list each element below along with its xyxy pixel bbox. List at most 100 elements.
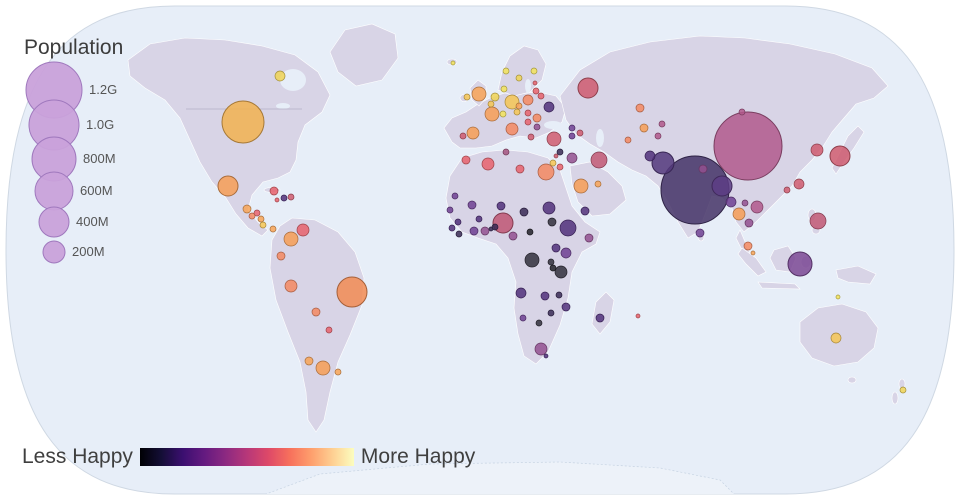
country-bubble[interactable]: Saudi Arabia — [573, 178, 589, 194]
country-bubble[interactable]: Mozambique — [561, 302, 571, 312]
country-bubble[interactable]: Philippines — [809, 212, 827, 230]
country-bubble[interactable]: Russia — [577, 77, 599, 99]
country-bubble[interactable]: Jordan — [556, 163, 564, 171]
country-bubble[interactable]: Serbia — [524, 118, 532, 126]
country-bubble[interactable]: Kyrgyzstan — [658, 120, 666, 128]
country-bubble[interactable]: Peru — [284, 279, 298, 293]
country-bubble[interactable]: China — [713, 111, 783, 181]
country-bubble[interactable]: United States — [221, 100, 265, 144]
country-bubble[interactable]: Nepal — [698, 164, 708, 174]
country-bubble[interactable]: Chad — [519, 207, 529, 217]
country-bubble[interactable]: Ghana — [480, 226, 490, 236]
country-bubble[interactable]: Sri Lanka — [695, 228, 705, 238]
country-bubble[interactable]: Venezuela — [296, 223, 310, 237]
country-bubble[interactable]: Angola — [515, 287, 527, 299]
country-bubble[interactable]: Liberia — [455, 230, 463, 238]
country-bubble[interactable]: Niger — [496, 201, 506, 211]
country-bubble[interactable]: Singapore — [750, 250, 756, 256]
country-bubble[interactable]: Morocco — [461, 155, 471, 165]
country-bubble[interactable]: Mexico — [217, 175, 239, 197]
country-bubble[interactable]: Uruguay — [334, 368, 342, 376]
country-bubble[interactable]: Malaysia — [743, 241, 753, 251]
country-bubble[interactable]: Libya — [515, 164, 525, 174]
country-bubble[interactable]: United Kingdom — [471, 86, 487, 102]
country-bubble[interactable]: Bulgaria — [533, 123, 541, 131]
country-bubble[interactable]: Cameroon — [508, 231, 518, 241]
country-bubble[interactable]: Ecuador — [276, 251, 286, 261]
country-bubble[interactable]: Estonia — [532, 80, 538, 86]
country-bubble[interactable]: Argentina — [315, 360, 331, 376]
country-bubble[interactable]: Algeria — [481, 157, 495, 171]
country-bubble[interactable]: Austria — [513, 108, 521, 116]
country-bubble[interactable]: Laos — [741, 199, 749, 207]
country-bubble[interactable]: France — [484, 106, 500, 122]
country-bubble[interactable]: Hong Kong — [783, 186, 791, 194]
country-bubble[interactable]: Israel — [549, 159, 557, 167]
country-bubble[interactable]: Zambia — [540, 291, 550, 301]
country-bubble[interactable]: Thailand — [732, 207, 746, 221]
country-bubble[interactable]: Poland — [522, 94, 534, 106]
country-bubble[interactable]: Bangladesh — [711, 175, 733, 197]
country-bubble[interactable]: Turkmenistan — [624, 136, 632, 144]
country-bubble[interactable]: Egypt — [537, 163, 555, 181]
country-bubble[interactable]: Lebanon — [553, 153, 559, 159]
country-bubble[interactable]: Burkina Faso — [475, 215, 483, 223]
country-bubble[interactable]: Mali — [467, 200, 477, 210]
country-bubble[interactable]: Costa Rica — [259, 221, 267, 229]
country-bubble[interactable]: Cambodia — [744, 218, 754, 228]
country-bubble[interactable]: Georgia — [568, 124, 576, 132]
country-bubble[interactable]: Australia — [830, 332, 842, 344]
country-bubble[interactable]: Czechia — [515, 102, 523, 110]
country-bubble[interactable]: Rwanda — [547, 258, 555, 266]
country-bubble[interactable]: Zimbabwe — [547, 309, 555, 317]
country-bubble[interactable]: Madagascar — [595, 313, 605, 323]
country-bubble[interactable]: Cuba — [269, 186, 279, 196]
country-bubble[interactable]: El Salvador — [248, 212, 256, 220]
country-bubble[interactable]: Canada — [274, 70, 286, 82]
country-bubble[interactable]: Netherlands — [490, 92, 500, 102]
country-bubble[interactable]: Somalia — [584, 233, 594, 243]
country-bubble[interactable]: Switzerland — [499, 110, 507, 118]
country-bubble[interactable]: Ivory Coast — [469, 226, 479, 236]
country-bubble[interactable]: Japan — [829, 145, 851, 167]
country-bubble[interactable]: Mauritius — [635, 313, 641, 319]
country-bubble[interactable]: Tajikistan — [654, 132, 662, 140]
country-bubble[interactable]: Turkey — [546, 131, 562, 147]
country-bubble[interactable]: Ethiopia — [559, 219, 577, 237]
country-bubble[interactable]: Portugal — [459, 132, 467, 140]
country-bubble[interactable]: Azerbaijan — [576, 129, 584, 137]
country-bubble[interactable]: Ukraine — [543, 101, 555, 113]
country-bubble[interactable]: Uganda — [551, 243, 561, 253]
country-bubble[interactable]: Tanzania — [554, 265, 568, 279]
country-bubble[interactable]: Senegal — [446, 206, 454, 214]
country-bubble[interactable]: Italy — [505, 122, 519, 136]
country-bubble[interactable]: Taiwan — [793, 178, 805, 190]
country-bubble[interactable]: Burundi — [549, 264, 557, 272]
country-bubble[interactable]: Sudan — [542, 201, 556, 215]
country-bubble[interactable]: Mongolia — [738, 108, 746, 116]
country-bubble[interactable]: Honduras — [253, 209, 261, 217]
country-bubble[interactable]: Finland — [530, 67, 538, 75]
country-bubble[interactable]: Lesotho — [543, 353, 549, 359]
country-bubble[interactable]: Tunisia — [502, 148, 510, 156]
country-bubble[interactable]: Afghanistan — [644, 150, 656, 162]
country-bubble[interactable]: Germany — [504, 94, 520, 110]
country-bubble[interactable]: South Korea — [810, 143, 824, 157]
country-bubble[interactable]: Chile — [304, 356, 314, 366]
country-bubble[interactable]: Belgium — [487, 100, 495, 108]
country-bubble[interactable]: Yemen — [580, 206, 590, 216]
country-bubble[interactable]: Jamaica — [274, 197, 280, 203]
country-bubble[interactable]: Vietnam — [750, 200, 764, 214]
country-bubble[interactable]: South Sudan — [547, 217, 557, 227]
country-bubble[interactable]: Nicaragua — [257, 215, 265, 223]
country-bubble[interactable]: Timor-Leste — [835, 294, 841, 300]
country-bubble[interactable]: Kazakhstan — [635, 103, 645, 113]
country-bubble[interactable]: Romania — [532, 113, 542, 123]
country-bubble[interactable]: Syria — [556, 148, 564, 156]
country-bubble[interactable]: Guinea — [454, 218, 462, 226]
country-bubble[interactable]: United Arab Emirates — [594, 180, 602, 188]
country-bubble[interactable]: Kenya — [560, 247, 572, 259]
country-bubble[interactable]: Malawi — [555, 291, 563, 299]
country-bubble[interactable]: Dominican Republic — [287, 193, 295, 201]
country-bubble[interactable]: Lithuania — [532, 87, 540, 95]
